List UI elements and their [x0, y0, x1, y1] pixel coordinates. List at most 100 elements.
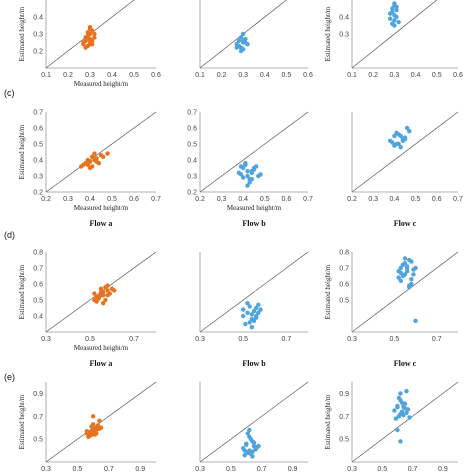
scatter-point [98, 289, 104, 295]
x-tick-label: 0.7 [257, 466, 267, 473]
scatter-point [92, 291, 97, 296]
scatter-point [256, 443, 261, 449]
y-tick-label: 0.5 [33, 142, 43, 149]
x-tick-label: 0.5 [238, 336, 248, 343]
x-tick-label: 0.2 [347, 196, 357, 203]
x-tick-label: 0.3 [195, 466, 205, 473]
scatter-point [103, 297, 108, 303]
scatter-point [105, 288, 110, 293]
scatter-point [256, 302, 261, 307]
y-tick-label: 0.6 [33, 126, 43, 133]
scatter-point [85, 157, 91, 163]
scatter-point [90, 42, 95, 47]
scatter-point [97, 418, 102, 424]
y-axis-label: Estimated height/m [324, 394, 332, 449]
scatter-point [404, 410, 409, 416]
y-tick-label: 0.2 [33, 49, 43, 56]
scatter-point [399, 409, 405, 414]
scatter-point [392, 133, 397, 139]
x-tick-label: 0.3 [238, 72, 248, 79]
scatter-point [85, 43, 91, 49]
scatter-point [247, 304, 252, 309]
scatter-point [92, 151, 97, 156]
scatter-point [394, 4, 399, 9]
scatter-point [258, 172, 263, 177]
identity-line [45, 111, 157, 193]
scatter-point [407, 415, 412, 420]
scatter-point [395, 403, 400, 409]
x-tick-label: 0.5 [107, 196, 117, 203]
scatter-point [249, 177, 255, 182]
x-tick-label: 0.3 [217, 196, 227, 203]
scatter-point [387, 16, 393, 21]
y-tick-label: 0.4 [33, 15, 43, 22]
scatter-point [392, 13, 397, 18]
identity-line [351, 0, 438, 69]
x-tick-label: 0.3 [347, 336, 357, 343]
x-tick-label: 0.2 [41, 196, 51, 203]
x-tick-label: 0.3 [63, 196, 73, 203]
scatter-point [87, 36, 93, 42]
scatter-point [247, 427, 252, 433]
scatter-point [94, 159, 99, 164]
scatter-point [398, 391, 403, 396]
scatter-point [395, 427, 400, 433]
scatter-point [245, 301, 250, 306]
x-tick-label: 0.6 [151, 72, 161, 79]
scatter-point [98, 286, 104, 291]
x-tick-label: 0.6 [303, 72, 313, 79]
scatter-point [251, 165, 257, 171]
scatter-point [241, 175, 246, 180]
x-tick-label: 0.1 [195, 72, 205, 79]
x-tick-label: 0.2 [63, 72, 73, 79]
scatter-point [95, 423, 101, 428]
scatter-point [392, 23, 397, 28]
scatter-point [81, 42, 86, 47]
scatter-point [398, 270, 403, 275]
scatter-point [245, 169, 250, 174]
scatter-point [247, 434, 252, 440]
scatter-point [90, 164, 95, 169]
x-tick-label: 0.7 [303, 196, 313, 203]
y-tick-label: 0.3 [339, 32, 349, 39]
flow-label: Flow b [242, 359, 266, 368]
scatter-point [402, 401, 408, 406]
x-tick-label: 0.3 [85, 72, 95, 79]
scatter-point [101, 293, 106, 298]
x-tick-label: 0.6 [432, 196, 442, 203]
scatter-point [90, 414, 96, 419]
x-tick-label: 0.3 [347, 466, 357, 473]
x-tick-label: 0.5 [432, 72, 442, 79]
flow-label: Flow c [394, 219, 417, 228]
scatter-point [413, 318, 418, 323]
y-axis-label: Estimated height/m [324, 264, 332, 319]
scatter-point [245, 173, 250, 179]
x-axis-label: Measured height/m [74, 344, 129, 352]
x-tick-label: 0.4 [411, 72, 421, 79]
scatter-point [247, 320, 252, 325]
y-axis-label: Estimated height/m [18, 264, 26, 319]
scatter-point [85, 30, 91, 35]
scatter-point [407, 283, 412, 288]
scatter-point [244, 441, 249, 446]
x-tick-label: 0.7 [151, 196, 161, 203]
y-tick-label: 0.3 [187, 174, 197, 181]
scatter-point [256, 310, 261, 315]
panel-row-label: (d) [4, 230, 15, 240]
identity-line [199, 111, 309, 193]
scatter-point [87, 433, 93, 438]
identity-line [351, 251, 459, 333]
scatter-point [87, 25, 93, 30]
scatter-point [105, 151, 110, 156]
scatter-point [238, 48, 244, 54]
y-tick-label: 0.4 [33, 314, 43, 321]
scatter-point [407, 257, 412, 263]
scatter-point [245, 310, 250, 315]
x-tick-label: 0.2 [217, 72, 227, 79]
y-tick-label: 0.7 [33, 414, 43, 421]
x-tick-label: 0.1 [347, 72, 357, 79]
x-tick-label: 0.5 [390, 336, 400, 343]
x-tick-label: 0.4 [390, 196, 400, 203]
scatter-point [394, 141, 399, 147]
x-tick-label: 0.7 [408, 466, 418, 473]
